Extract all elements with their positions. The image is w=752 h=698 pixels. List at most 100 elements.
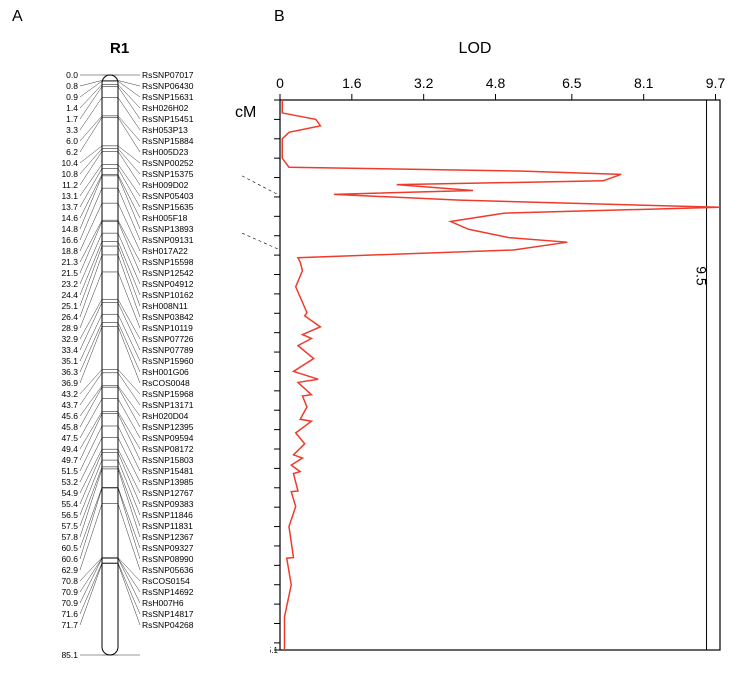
marker-cm: 53.2 (61, 477, 78, 487)
marker-cm: 0.9 (66, 92, 78, 102)
lead-line-left (80, 558, 102, 581)
marker-name: RsSNP07017 (142, 70, 194, 80)
marker-name: RsSNP15635 (142, 202, 194, 212)
marker-name: RsSNP12767 (142, 488, 194, 498)
marker-cm: 28.9 (61, 323, 78, 333)
lead-line-right (118, 146, 140, 163)
lead-line-left (80, 117, 102, 152)
marker-cm: 26.4 (61, 312, 78, 322)
marker-cm: 13.1 (61, 191, 78, 201)
marker-name: RsSNP11831 (142, 521, 193, 531)
marker-name: RsSNP15960 (142, 356, 194, 366)
marker-cm: 55.4 (61, 499, 78, 509)
lead-line-left (80, 469, 102, 537)
marker-cm: 60.5 (61, 543, 78, 553)
lod-curve-svg: 01.63.24.86.58.19.785.19.5 (270, 70, 730, 660)
marker-name: RsH005D23 (142, 147, 189, 157)
marker-name: RsSNP13893 (142, 224, 194, 234)
marker-cm: 10.8 (61, 169, 78, 179)
lead-line-right (118, 272, 140, 328)
marker-name: RsH008N11 (142, 301, 188, 311)
lead-line-left (80, 85, 102, 108)
marker-name: RsSNP14817 (142, 609, 194, 619)
marker-name: RsCOS0048 (142, 378, 190, 388)
lead-line-right (118, 168, 140, 207)
marker-name: RsH005F18 (142, 213, 188, 223)
marker-cm: 49.7 (61, 455, 78, 465)
panel-b-label: B (274, 8, 285, 26)
marker-cm: 3.3 (66, 125, 78, 135)
lead-line-right (118, 426, 140, 471)
marker-name: RsSNP15598 (142, 257, 194, 267)
lead-line-left (80, 149, 102, 174)
marker-name: RsSNP15884 (142, 136, 194, 146)
marker-cm: 70.9 (61, 598, 78, 608)
lead-line-left (80, 116, 102, 141)
marker-cm: 57.5 (61, 521, 78, 531)
marker-name: RsSNP13985 (142, 477, 194, 487)
lead-line-left (80, 563, 102, 614)
marker-name: RsH017A22 (142, 246, 188, 256)
lead-line-right (118, 176, 140, 229)
marker-cm: 56.5 (61, 510, 78, 520)
lead-line-right (118, 149, 140, 174)
lead-line-right (118, 558, 140, 581)
marker-cm: 43.2 (61, 389, 78, 399)
lead-line-left (80, 303, 102, 350)
marker-name: RsSNP15375 (142, 169, 194, 179)
lead-line-left (80, 203, 102, 251)
marker-name: RsH007H6 (142, 598, 184, 608)
marker-name: RsSNP09594 (142, 433, 194, 443)
lead-line-right (118, 116, 140, 141)
lead-line-right (118, 558, 140, 592)
marker-cm: 6.0 (66, 136, 78, 146)
lead-line-left (80, 272, 102, 328)
lead-line-left (80, 241, 102, 295)
lead-line-left (80, 176, 102, 229)
lead-line-right (118, 326, 140, 383)
marker-name: RsSNP10162 (142, 290, 194, 300)
marker-name: RsSNP04268 (142, 620, 194, 630)
marker-cm: 11.2 (62, 180, 78, 190)
lead-line-right (118, 303, 140, 350)
marker-name: RsH020D04 (142, 411, 189, 421)
lead-line-right (118, 85, 140, 108)
marker-name: RsH009D02 (142, 180, 189, 190)
lead-line-right (118, 460, 140, 515)
marker-name: RsSNP13171 (142, 400, 194, 410)
marker-cm: 60.6 (61, 554, 78, 564)
marker-name: RsSNP15968 (142, 389, 194, 399)
lead-line-left (80, 326, 102, 383)
marker-name: RsSNP09327 (142, 543, 194, 553)
marker-name: RsSNP15803 (142, 455, 194, 465)
marker-cm: 0.8 (66, 81, 78, 91)
marker-name: RsSNP12367 (142, 532, 194, 542)
marker-cm: 70.9 (61, 587, 78, 597)
marker-cm: 57.8 (61, 532, 78, 542)
marker-name: RsSNP07789 (142, 345, 194, 355)
linkage-group-title: R1 (110, 40, 129, 57)
lead-line-right (118, 469, 140, 537)
lead-line-left (80, 168, 102, 207)
marker-name: RsSNP05636 (142, 565, 194, 575)
marker-cm: 1.7 (66, 114, 78, 124)
lead-line-right (118, 81, 140, 97)
marker-name: RsSNP09383 (142, 499, 194, 509)
marker-name: RsSNP11846 (142, 510, 193, 520)
marker-cm: 45.8 (61, 422, 78, 432)
lead-line-left (80, 222, 102, 273)
lead-line-left (80, 97, 102, 130)
marker-name: RsSNP12542 (142, 268, 194, 278)
lead-line-left (80, 558, 102, 592)
marker-cm: 23.2 (61, 279, 78, 289)
marker-name: RsSNP00252 (142, 158, 194, 168)
lead-line-left (80, 322, 102, 372)
lead-line-left (80, 314, 102, 361)
marker-cm: 71.7 (61, 620, 78, 630)
lead-line-right (118, 322, 140, 372)
x-tick-label: 8.1 (634, 75, 654, 91)
lead-line-left (80, 564, 102, 625)
marker-cm: 36.9 (61, 378, 78, 388)
lead-line-right (118, 314, 140, 361)
marker-name: RsH053P13 (142, 125, 188, 135)
